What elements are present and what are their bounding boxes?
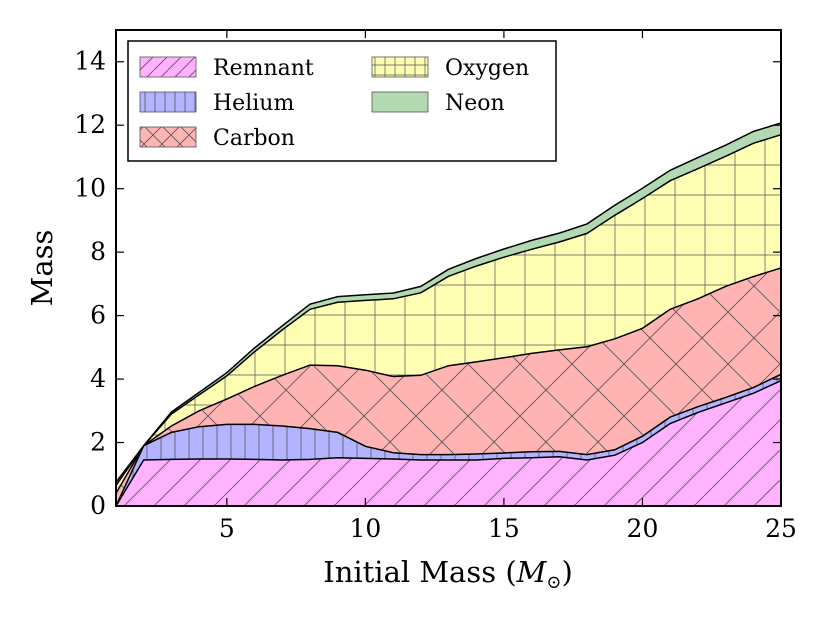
y-tick-label: 8 (90, 237, 106, 266)
axis-ticks: 5 10 15 20 25 0 2 4 6 8 10 12 14 (74, 30, 797, 543)
x-axis-title-text: Initial Mass ( (323, 555, 516, 589)
legend-swatch-hatch-oxygen (372, 57, 428, 77)
area-carbon-hatch (116, 268, 781, 506)
x-tick-label: 20 (627, 514, 659, 543)
x-tick-label: 15 (488, 514, 520, 543)
legend-item-oxygen: Oxygen (371, 56, 529, 81)
y-tick-label: 4 (90, 364, 106, 393)
legend-swatch-hatch-helium (140, 92, 196, 112)
boundary-remnant (116, 380, 781, 506)
y-tick-label: 6 (90, 301, 106, 330)
legend-item-remnant: Remnant (139, 56, 314, 81)
y-tick-label: 0 (90, 491, 106, 520)
boundary-neon (116, 122, 781, 483)
x-axis-title-subscript: ⊙ (546, 572, 561, 593)
legend-label-carbon: Carbon (213, 126, 295, 151)
y-tick-label: 12 (74, 110, 106, 139)
boundary-carbon (116, 267, 781, 494)
legend-label-neon: Neon (445, 91, 505, 116)
area-layers (116, 122, 781, 506)
area-neon (116, 123, 781, 486)
area-oxygen-hatch (116, 134, 781, 494)
y-axis-title: Mass (25, 230, 59, 307)
legend-swatch-hatch-carbon (140, 127, 196, 147)
legend-label-oxygen: Oxygen (445, 56, 529, 81)
boundary-oxygen (116, 133, 781, 486)
boundary-helium (116, 373, 781, 506)
legend: Remnant Helium Carbon Oxygen Neon (127, 40, 557, 162)
legend-item-neon: Neon (371, 91, 505, 116)
x-axis-title-symbol: M (516, 555, 548, 589)
x-tick-label: 5 (219, 514, 235, 543)
y-tick-label: 10 (74, 174, 106, 203)
legend-box (127, 40, 557, 162)
plot-frame (115, 29, 782, 507)
legend-label-remnant: Remnant (213, 56, 314, 81)
y-tick-label: 2 (90, 428, 106, 457)
x-axis-title-close: ) (561, 555, 572, 589)
area-helium-hatch (116, 374, 781, 506)
legend-swatch-neon (371, 91, 429, 113)
y-tick-label: 14 (74, 47, 106, 76)
legend-swatch-hatch-remnant (140, 57, 196, 77)
x-axis-title: Initial Mass (M⊙) (323, 555, 573, 593)
area-remnant-hatch (116, 380, 781, 506)
legend-label-helium: Helium (213, 91, 294, 116)
legend-item-helium: Helium (139, 91, 294, 116)
x-tick-label: 25 (765, 514, 797, 543)
x-tick-label: 10 (349, 514, 381, 543)
legend-item-carbon: Carbon (139, 126, 295, 151)
